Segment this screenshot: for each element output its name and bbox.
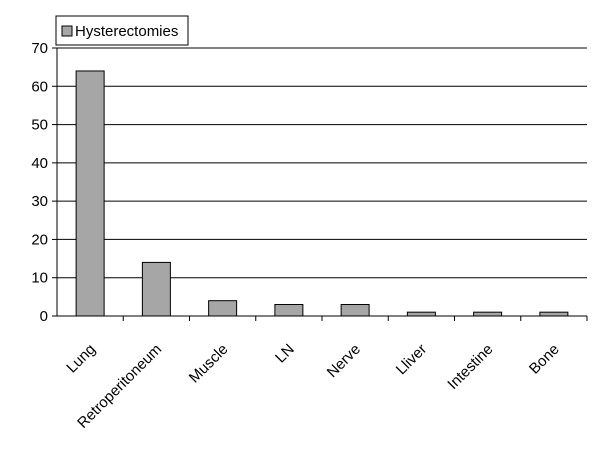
x-category-label: Muscle	[186, 341, 232, 387]
legend: Hysterectomies	[55, 15, 189, 46]
bar	[208, 300, 238, 317]
x-category-label: Bone	[526, 341, 563, 378]
y-tick-label: 70	[31, 40, 48, 57]
y-tick-label: 20	[31, 231, 48, 248]
bar	[274, 304, 304, 317]
x-category-label: Lung	[63, 341, 99, 377]
bar	[406, 311, 436, 317]
gridlines	[57, 47, 587, 279]
bar	[75, 70, 105, 317]
legend-label: Hysterectomies	[75, 23, 178, 40]
bar	[340, 304, 370, 317]
y-tick-label: 0	[40, 308, 48, 325]
y-tick-label: 10	[31, 270, 48, 287]
bar	[539, 311, 569, 317]
y-tick-label: 50	[31, 117, 48, 134]
x-category-label: LN	[272, 341, 298, 367]
bars	[75, 70, 569, 317]
bar	[473, 311, 503, 317]
y-tick-label: 30	[31, 193, 48, 210]
legend-box	[55, 15, 189, 46]
legend-swatch	[61, 25, 73, 37]
x-category-label: Lliver	[393, 341, 430, 378]
axes	[56, 48, 587, 317]
bar	[141, 261, 171, 317]
x-category-label: Nerve	[324, 341, 364, 381]
y-axis-ticks: 0 10 20 30 40 50 60 70	[31, 40, 57, 325]
y-tick-label: 60	[31, 78, 48, 95]
y-tick-label: 40	[31, 155, 48, 172]
x-category-label: Intestine	[444, 341, 496, 393]
